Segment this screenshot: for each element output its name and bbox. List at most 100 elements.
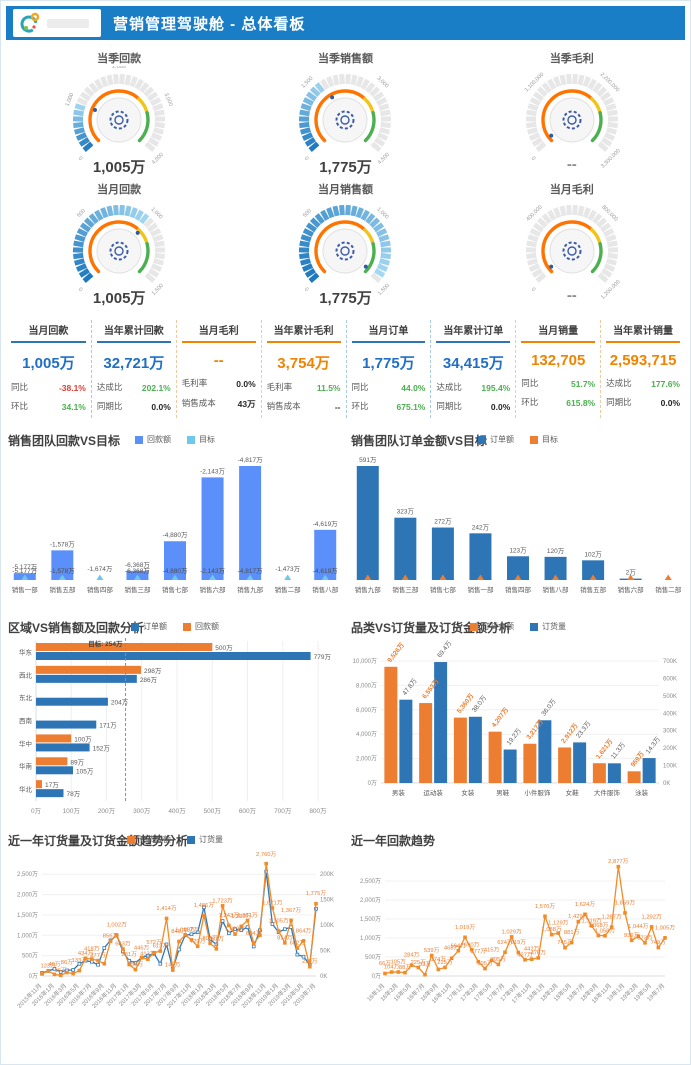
svg-text:86万: 86万: [61, 959, 73, 966]
legend-item[interactable]: 目标: [187, 434, 215, 445]
svg-text:415万: 415万: [484, 947, 500, 954]
svg-text:华东: 华东: [19, 647, 33, 656]
svg-text:1,005万: 1,005万: [655, 924, 676, 931]
legend-item[interactable]: 回款额: [135, 434, 171, 445]
svg-text:123万: 123万: [40, 962, 56, 969]
svg-text:-6,368万: -6,368万: [125, 561, 150, 569]
legend-item[interactable]: 目标: [530, 434, 558, 445]
kpi-sub-value: 51.7%: [571, 379, 596, 389]
svg-text:-1,674万: -1,674万: [87, 565, 112, 573]
svg-text:2万: 2万: [626, 569, 637, 577]
kpi-sub-value: 44.0%: [401, 383, 426, 393]
svg-text:女装: 女装: [461, 788, 475, 797]
svg-text:47.8万: 47.8万: [401, 677, 419, 697]
svg-text:0万: 0万: [31, 807, 42, 815]
svg-text:286万: 286万: [140, 676, 158, 684]
gauge-value: --: [566, 156, 577, 173]
svg-text:500万: 500万: [22, 953, 38, 960]
kpi-sub-label: 同期比: [606, 397, 632, 408]
svg-text:0: 0: [77, 156, 83, 162]
svg-text:-4,619万: -4,619万: [313, 520, 338, 528]
svg-text:1,058万: 1,058万: [595, 927, 616, 934]
kpi-subrow: 同比 44.0%: [352, 382, 426, 393]
kpi-sub-label: 环比: [521, 397, 539, 408]
chart-payment-trend: 近一年回款趋势 0万 500万 1,000万 1,500万 2,000万 2,500万 16…: [349, 826, 687, 1037]
svg-text:1,500万: 1,500万: [17, 912, 38, 919]
svg-text:1,570万: 1,570万: [535, 903, 556, 910]
svg-text:华北: 华北: [19, 785, 33, 794]
svg-text:100万: 100万: [74, 735, 92, 743]
legend-item[interactable]: 回款额: [183, 621, 219, 632]
svg-text:3,300,000: 3,300,000: [600, 148, 622, 168]
svg-text:1,200,000: 1,200,000: [600, 279, 622, 299]
svg-text:690万: 690万: [464, 941, 480, 948]
svg-text:700万: 700万: [274, 807, 292, 815]
svg-text:500K: 500K: [663, 694, 677, 700]
svg-text:1,500万: 1,500万: [360, 916, 381, 923]
gauge-month-sales: 当月销售额 0 500 1,000 1,500 1,775万: [232, 181, 458, 312]
svg-text:158万: 158万: [128, 961, 144, 968]
kpi-sub-value: -38.1%: [58, 383, 86, 393]
svg-text:700K: 700K: [663, 659, 677, 665]
svg-text:销售六部: 销售六部: [200, 585, 227, 594]
svg-text:1,287万: 1,287万: [602, 914, 623, 921]
svg-text:1,319万: 1,319万: [582, 917, 603, 924]
svg-text:华中: 华中: [19, 739, 32, 748]
svg-text:104万: 104万: [384, 964, 400, 971]
svg-text:613万: 613万: [153, 943, 169, 950]
svg-text:803万: 803万: [202, 935, 218, 942]
legend-item[interactable]: 订货量: [187, 834, 223, 845]
kpi-sub-label: 销售成本: [266, 401, 301, 412]
svg-text:446万: 446万: [134, 944, 150, 951]
svg-text:150K: 150K: [320, 898, 334, 904]
kpi-value: 32,721万: [103, 355, 165, 372]
svg-text:50K: 50K: [320, 949, 331, 955]
chart-order-trend: 近一年订货量及订货金额趋势分析 订货金额 订货量 0万 500万 1,000万 1,500…: [6, 826, 344, 1037]
svg-text:0K: 0K: [320, 974, 327, 980]
svg-text:1,044万: 1,044万: [628, 923, 649, 930]
legend-item[interactable]: 订单额: [131, 621, 167, 632]
svg-text:销售二部: 销售二部: [655, 585, 682, 594]
svg-text:销售一部: 销售一部: [12, 585, 39, 594]
svg-text:377万: 377万: [471, 948, 487, 955]
hbar-chart: 0万 100万 200万 300万 400万 500万 600万 700万 800万 华东 500万…: [19, 638, 332, 815]
svg-text:1,000: 1,000: [150, 207, 164, 221]
svg-text:4,000万: 4,000万: [356, 731, 377, 738]
gauge-chart: 0 1,500 3,000 4,500: [299, 73, 392, 166]
svg-text:-5,177万: -5,177万: [12, 567, 37, 575]
gauge-value: 1,775万: [319, 159, 372, 176]
kpi-sub-label: 达成比: [96, 382, 123, 393]
svg-text:779万: 779万: [314, 653, 332, 661]
svg-text:500万: 500万: [365, 954, 381, 961]
gauge-month-profit: 当月毛利 0 400,000 800,000 1,200,000 --: [459, 181, 685, 312]
gauge-title: 当月销售额: [317, 184, 373, 196]
gauge-chart: 0 500 1,000 1,500: [73, 204, 166, 297]
svg-text:0: 0: [530, 156, 536, 162]
gauge-title: 当季毛利: [549, 53, 594, 65]
chart-legend: 订单额 目标: [349, 434, 687, 446]
svg-text:100K: 100K: [663, 764, 677, 770]
legend-item[interactable]: 订货量: [530, 621, 566, 632]
gauge-title: 当季销售额: [317, 53, 373, 65]
svg-text:1,486万: 1,486万: [194, 902, 215, 909]
gauge-grid: 当季回款 0 1,000 2,000 3,000 4,000 1,005万 当季销售额 …: [6, 50, 685, 312]
svg-text:864万: 864万: [296, 927, 312, 934]
kpi-sub-value: 11.5%: [316, 383, 341, 393]
svg-text:145万: 145万: [165, 962, 181, 969]
svg-text:69.4万: 69.4万: [435, 639, 453, 659]
svg-text:40万: 40万: [48, 961, 60, 968]
svg-text:0万: 0万: [368, 780, 377, 787]
svg-text:323万: 323万: [397, 508, 415, 516]
svg-text:1,220万: 1,220万: [231, 913, 252, 920]
legend-item[interactable]: 订货金额: [127, 834, 171, 845]
svg-text:16万: 16万: [55, 967, 67, 974]
svg-text:281万: 281万: [121, 951, 137, 958]
kpi-sub-value: 195.4%: [481, 383, 511, 393]
legend-item[interactable]: 订单额: [478, 434, 514, 445]
svg-text:3,000: 3,000: [376, 76, 390, 90]
svg-text:729万: 729万: [190, 938, 206, 945]
legend-item[interactable]: 订货金额: [470, 621, 514, 632]
svg-text:1,723万: 1,723万: [212, 897, 233, 904]
svg-text:华南: 华南: [19, 762, 33, 771]
